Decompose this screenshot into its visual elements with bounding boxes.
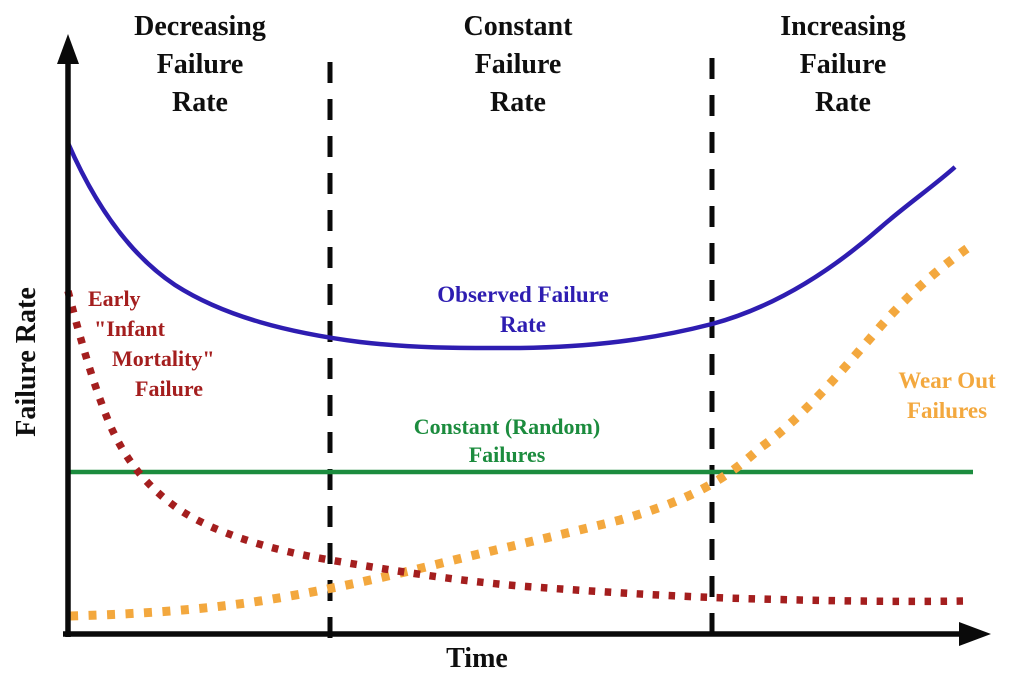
region-label-line: Increasing bbox=[780, 11, 906, 42]
series-label-line: Early bbox=[88, 286, 141, 311]
series-label-line: Observed Failure bbox=[437, 282, 609, 307]
x-axis-arrowhead-icon bbox=[959, 622, 991, 646]
series-label-line: Failure bbox=[135, 376, 204, 401]
region-label-decreasing: Decreasing Failure Rate bbox=[60, 8, 340, 122]
infant-mortality-curve bbox=[64, 290, 964, 606]
series-label-line: Failures bbox=[468, 442, 546, 467]
region-label-line: Failure bbox=[799, 49, 887, 80]
region-label-line: Failure bbox=[474, 49, 562, 80]
series-label-line: Wear Out bbox=[898, 368, 996, 393]
observed-failure-rate-label: Observed Failure Rate bbox=[393, 280, 653, 340]
region-label-line: Constant bbox=[463, 11, 573, 42]
region-label-line: Rate bbox=[490, 87, 546, 118]
region-label-line: Decreasing bbox=[134, 11, 266, 42]
y-axis-arrowhead-icon bbox=[57, 34, 79, 64]
observed-failure-rate-curve bbox=[65, 142, 957, 351]
wear-out-failures-label: Wear Out Failures bbox=[857, 366, 1024, 426]
y-axis-title: Failure Rate bbox=[11, 287, 42, 437]
infant-mortality-label: Early "Infant Mortality" Failure bbox=[68, 284, 298, 404]
region-label-line: Failure bbox=[156, 49, 244, 80]
series-label-line: Constant (Random) bbox=[413, 414, 601, 439]
series-label-line: Failures bbox=[906, 398, 988, 423]
x-axis-title: Time bbox=[446, 643, 508, 674]
wear-out-failures-curve bbox=[69, 239, 978, 621]
region-label-line: Rate bbox=[815, 87, 871, 118]
region-label-increasing: Increasing Failure Rate bbox=[703, 8, 983, 122]
series-label-line: Rate bbox=[500, 312, 546, 337]
region-label-constant: Constant Failure Rate bbox=[378, 8, 658, 122]
constant-random-failures-label: Constant (Random) Failures bbox=[377, 413, 637, 469]
series-label-line: "Infant bbox=[94, 316, 165, 341]
series-label-line: Mortality" bbox=[112, 346, 215, 371]
region-label-line: Rate bbox=[172, 87, 228, 118]
